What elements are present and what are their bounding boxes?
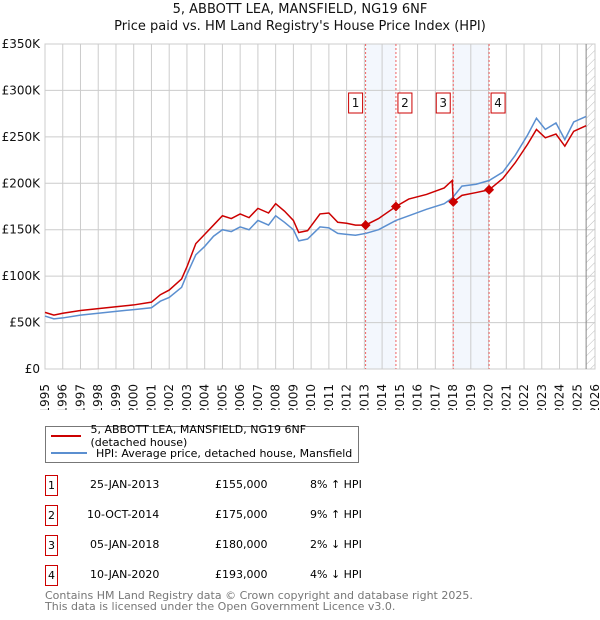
chart-subtitle: Price paid vs. HM Land Registry's House … — [114, 19, 486, 34]
x-tick-label: 2018 — [446, 384, 460, 410]
sale-marker-label: 2 — [401, 96, 409, 110]
x-tick-label: 2000 — [127, 384, 141, 410]
sale-date: 10-OCT-2014 — [87, 508, 160, 521]
y-tick-label: £350K — [2, 37, 42, 51]
x-tick-label: 2023 — [535, 384, 549, 410]
hpi-diff: 8% ↑ HPI — [310, 478, 362, 491]
sale-marker-label: 2 — [45, 505, 58, 526]
sale-span-shade — [365, 44, 396, 369]
sale-date: 10-JAN-2020 — [90, 568, 160, 581]
x-tick-label: 2010 — [304, 384, 318, 410]
legend: 5, ABBOTT LEA, MANSFIELD, NG19 6NF (deta… — [45, 423, 359, 463]
x-tick-label: 2020 — [482, 384, 496, 410]
legend-item-hpi: HPI: Average price, detached house, Mans… — [46, 445, 352, 461]
sale-price: £175,000 — [215, 508, 268, 521]
hpi-line — [44, 115, 587, 320]
x-tick-label: 2013 — [357, 384, 371, 410]
sale-row: 1 25-JAN-2013 £155,000 8% ↑ HPI — [45, 475, 445, 496]
x-tick-label: 2025 — [570, 384, 584, 410]
sale-marker-box — [348, 92, 364, 114]
sale-point — [484, 184, 495, 195]
forecast-hatch — [586, 44, 595, 369]
licence-text: This data is licensed under the Open Gov… — [45, 600, 396, 613]
sale-marker-label: 1 — [45, 475, 58, 496]
x-tick-label: 2001 — [144, 384, 158, 410]
x-tick-label: 2009 — [286, 384, 300, 410]
x-tick-label: 2008 — [269, 384, 283, 410]
footer: Contains HM Land Registry data © Crown c… — [45, 590, 473, 612]
sale-marker-label: 3 — [45, 535, 58, 556]
hpi-diff: 9% ↑ HPI — [310, 508, 362, 521]
hpi-diff: 4% ↓ HPI — [310, 568, 362, 581]
legend-item-property: 5, ABBOTT LEA, MANSFIELD, NG19 6NF (deta… — [46, 423, 358, 449]
y-tick-label: £100K — [2, 269, 42, 283]
x-tick-label: 1998 — [91, 384, 105, 410]
x-tick-label: 2026 — [588, 384, 600, 410]
y-tick-label: £300K — [2, 83, 42, 97]
x-tick-label: 2006 — [233, 384, 247, 410]
chart-title: 5, ABBOTT LEA, MANSFIELD, NG19 6NF — [172, 2, 428, 17]
x-tick-label: 2019 — [464, 384, 478, 410]
sale-marker-box — [490, 92, 506, 114]
x-tick-label: 2011 — [322, 384, 336, 410]
hpi-diff: 2% ↓ HPI — [310, 538, 362, 551]
y-tick-label: £200K — [2, 176, 42, 190]
x-tick-label: 2002 — [162, 384, 176, 410]
sale-row: 2 10-OCT-2014 £175,000 9% ↑ HPI — [45, 505, 445, 526]
plot-frame — [44, 43, 596, 370]
sale-row: 4 10-JAN-2020 £193,000 4% ↓ HPI — [45, 565, 445, 586]
sale-marker-label: 1 — [352, 96, 360, 110]
y-tick-label: £150K — [2, 223, 42, 237]
x-tick-label: 2012 — [340, 384, 354, 410]
x-tick-label: 2004 — [198, 384, 212, 410]
x-tick-label: 2005 — [215, 384, 229, 410]
sale-date: 25-JAN-2013 — [90, 478, 160, 491]
sale-price: £180,000 — [215, 538, 268, 551]
y-tick-label: £250K — [2, 130, 42, 144]
sale-row: 3 05-JAN-2018 £180,000 2% ↓ HPI — [45, 535, 445, 556]
x-tick-label: 2016 — [411, 384, 425, 410]
x-tick-label: 2024 — [553, 384, 567, 410]
legend-label: 5, ABBOTT LEA, MANSFIELD, NG19 6NF (deta… — [90, 423, 307, 449]
x-tick-label: 1995 — [38, 384, 52, 410]
y-tick-label: £0 — [25, 362, 40, 376]
sale-marker-box — [397, 92, 413, 114]
price-chart: 1995 1996 1997 1998 1999 2000 2001 2002 2003 2004… — [2, 37, 600, 410]
x-tick-label: 2003 — [180, 384, 194, 410]
copyright-text: Contains HM Land Registry data © Crown c… — [45, 589, 473, 602]
x-tick-label: 1997 — [73, 384, 87, 410]
x-tick-label: 2014 — [375, 384, 389, 410]
sale-point — [448, 196, 459, 207]
sale-marker-label: 4 — [45, 565, 58, 586]
x-tick-label: 2007 — [251, 384, 265, 410]
sale-price: £193,000 — [215, 568, 268, 581]
legend-label: HPI: Average price, detached house, Mans… — [96, 446, 353, 460]
x-tick-label: 2022 — [517, 384, 531, 410]
x-tick-label: 1996 — [56, 384, 70, 410]
x-tick-label: 2015 — [393, 384, 407, 410]
sale-marker-label: 3 — [439, 96, 447, 110]
sale-date: 05-JAN-2018 — [90, 538, 160, 551]
sale-point — [360, 220, 371, 231]
x-tick-label: 2021 — [499, 384, 513, 410]
x-tick-label: 2017 — [428, 384, 442, 410]
sale-marker-box — [435, 92, 451, 114]
sale-price: £155,000 — [215, 478, 268, 491]
sale-marker-label: 4 — [494, 96, 502, 110]
property-price-line — [44, 125, 587, 316]
sale-point — [390, 201, 401, 212]
y-tick-label: £50K — [9, 316, 41, 330]
x-tick-label: 1999 — [109, 384, 123, 410]
